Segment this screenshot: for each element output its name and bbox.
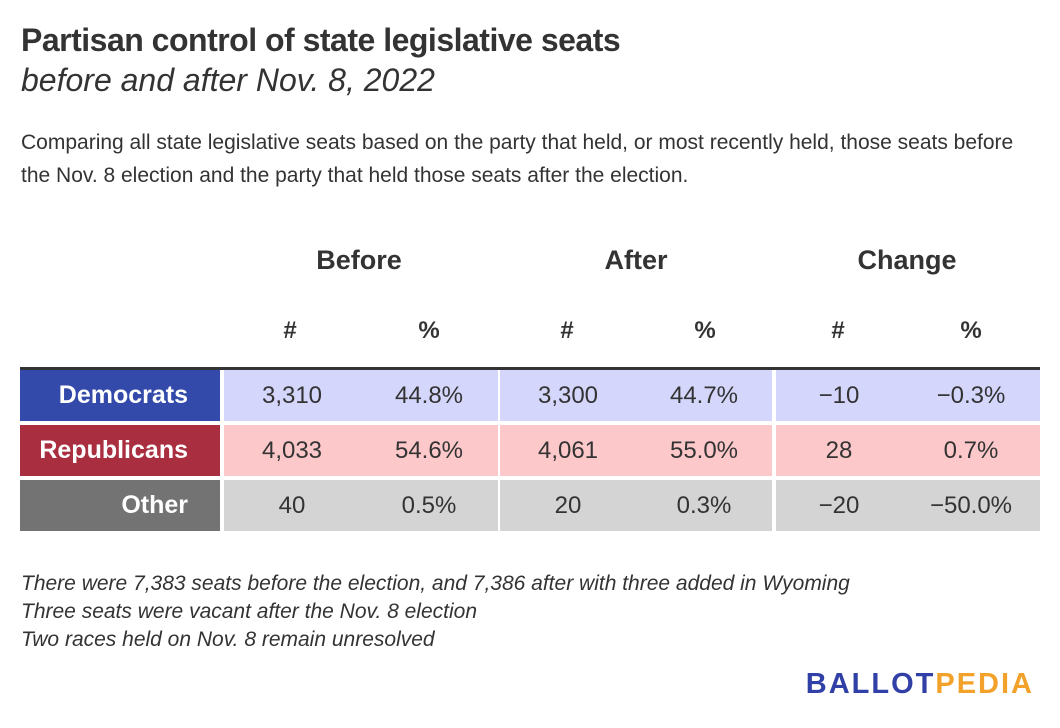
footnotes: There were 7,383 seats before the electi… (21, 570, 850, 654)
cell-after-pct: 55.0% (669, 437, 739, 464)
subheader-before-num: # (283, 317, 297, 344)
cell-group: 3,300 44.7% (500, 370, 772, 421)
subheader-change-num: # (831, 317, 845, 344)
cell-group: 3,310 44.8% (224, 370, 498, 421)
cell-group: 20 0.3% (500, 480, 772, 531)
footnote: There were 7,383 seats before the electi… (21, 572, 850, 595)
subheader-change-pct: % (960, 317, 982, 344)
cell-after-num: 3,300 (537, 382, 599, 409)
cell-change-num: −20 (818, 492, 860, 519)
cell-change-num: −10 (818, 382, 860, 409)
logo-part2: PEDIA (935, 668, 1034, 700)
logo-part1: BALLOT (805, 668, 936, 700)
subheader-before-pct: % (418, 317, 440, 344)
subheader-after-num: # (560, 317, 574, 344)
table-row: Republicans 4,033 54.6% 4,061 55.0% 28 0.7% (20, 425, 1040, 476)
footnote: Three seats were vacant after the Nov. 8… (21, 600, 478, 623)
cell-group: 4,033 54.6% (224, 425, 498, 476)
cell-change-pct: −50.0% (929, 492, 1013, 519)
table-row: Other 40 0.5% 20 0.3% −20 −50.0% (20, 480, 1040, 531)
cell-group: 40 0.5% (224, 480, 498, 531)
cell-change-pct: −0.3% (936, 382, 1006, 409)
chart-subtitle: before and after Nov. 8, 2022 (21, 62, 435, 98)
chart-title: Partisan control of state legislative se… (21, 22, 621, 58)
subheader-after-pct: % (694, 317, 716, 344)
cell-group: 28 0.7% (776, 425, 1040, 476)
header-before: Before (316, 245, 402, 275)
cell-before-pct: 54.6% (394, 437, 464, 464)
cell-before-pct: 44.8% (394, 382, 464, 409)
footnote: Two races held on Nov. 8 remain unresolv… (21, 628, 435, 651)
party-label: Republicans (20, 425, 220, 476)
cell-before-num: 40 (278, 492, 306, 519)
cell-before-pct: 0.5% (401, 492, 457, 519)
party-label: Other (20, 480, 220, 531)
cell-group: −10 −0.3% (776, 370, 1040, 421)
cell-after-pct: 44.7% (669, 382, 739, 409)
header-change: Change (857, 245, 957, 275)
cell-group: −20 −50.0% (776, 480, 1040, 531)
cell-before-num: 3,310 (261, 382, 323, 409)
cell-change-pct: 0.7% (943, 437, 999, 464)
cell-change-num: 28 (825, 437, 853, 464)
cell-group: 4,061 55.0% (500, 425, 772, 476)
party-label: Democrats (20, 370, 220, 421)
cell-after-pct: 0.3% (676, 492, 732, 519)
header-after: After (604, 245, 668, 275)
cell-after-num: 20 (554, 492, 582, 519)
cell-after-num: 4,061 (537, 437, 599, 464)
ballotpedia-logo: BALLOTPEDIA (806, 668, 1034, 701)
cell-before-num: 4,033 (261, 437, 323, 464)
table-row: Democrats 3,310 44.8% 3,300 44.7% −10 −0.3% (20, 370, 1040, 421)
table-top-rule (20, 367, 1040, 370)
chart-description: Comparing all state legislative seats ba… (21, 131, 1014, 187)
